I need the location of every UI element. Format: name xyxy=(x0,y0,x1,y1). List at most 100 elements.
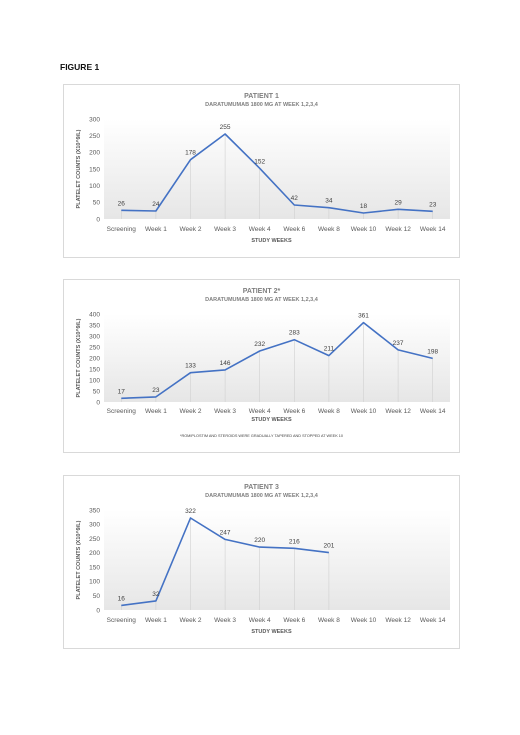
data-label: 247 xyxy=(220,529,231,536)
y-tick-label: 50 xyxy=(93,200,101,207)
x-tick-label: Week 2 xyxy=(180,408,202,415)
y-axis-title: PLATELET COUNTS (X10^9/L) xyxy=(76,318,82,397)
y-tick-label: 250 xyxy=(89,133,100,140)
chart-panel-patient-3: PATIENT 3 DARATUMUMAB 1800 MG AT WEEK 1,2… xyxy=(63,475,460,649)
chart-subtitle: DARATUMUMAB 1800 MG AT WEEK 1,2,3,4 xyxy=(205,493,319,499)
x-tick-label: Week 4 xyxy=(249,408,271,415)
data-label: 216 xyxy=(289,538,300,545)
chart-title: PATIENT 1 xyxy=(244,93,279,100)
data-label: 237 xyxy=(393,340,404,347)
data-label: 32 xyxy=(152,591,160,598)
x-tick-label: Week 1 xyxy=(145,226,167,233)
data-label: 42 xyxy=(291,195,299,202)
chart-panel-patient-2: PATIENT 2* DARATUMUMAB 1800 MG AT WEEK 1,… xyxy=(63,279,460,453)
data-label: 211 xyxy=(324,346,335,353)
chart-patient-1: PATIENT 1 DARATUMUMAB 1800 MG AT WEEK 1,2… xyxy=(76,93,450,244)
x-tick-label: Week 6 xyxy=(283,408,305,415)
x-tick-label: Week 3 xyxy=(214,226,236,233)
x-tick-label: Week 10 xyxy=(351,408,377,415)
data-label: 255 xyxy=(220,124,231,131)
y-tick-label: 0 xyxy=(96,607,100,614)
data-label: 322 xyxy=(185,508,196,515)
x-tick-label: Week 12 xyxy=(385,617,411,624)
x-tick-label: Week 4 xyxy=(249,226,271,233)
y-tick-label: 300 xyxy=(89,333,100,340)
data-label: 16 xyxy=(118,595,126,602)
data-label: 17 xyxy=(118,388,126,395)
x-tick-label: Week 6 xyxy=(283,617,305,624)
data-label: 146 xyxy=(220,360,231,367)
y-tick-label: 100 xyxy=(89,183,100,190)
data-label: 201 xyxy=(323,543,334,550)
x-tick-label: Week 6 xyxy=(283,226,305,233)
y-tick-label: 150 xyxy=(89,166,100,173)
y-tick-label: 150 xyxy=(89,366,100,373)
y-tick-label: 300 xyxy=(89,116,100,123)
y-tick-label: 150 xyxy=(89,564,100,571)
x-tick-label: Week 2 xyxy=(180,617,202,624)
y-tick-label: 200 xyxy=(89,355,100,362)
data-label: 34 xyxy=(325,198,333,205)
y-tick-label: 350 xyxy=(89,322,100,329)
chart-subtitle: DARATUMUMAB 1800 MG AT WEEK 1,2,3,4 xyxy=(205,297,319,303)
series-line xyxy=(121,321,433,400)
data-label: 178 xyxy=(185,150,196,157)
y-tick-label: 100 xyxy=(89,579,100,586)
y-tick-label: 0 xyxy=(96,399,100,406)
y-tick-label: 200 xyxy=(89,150,100,157)
y-axis-title: PLATELET COUNTS (X10^9/L) xyxy=(76,520,82,599)
x-tick-label: Week 3 xyxy=(214,408,236,415)
y-tick-label: 300 xyxy=(89,522,100,529)
y-tick-label: 50 xyxy=(93,388,101,395)
data-label: 220 xyxy=(254,537,265,544)
series-line xyxy=(121,133,433,214)
data-label: 152 xyxy=(254,158,265,165)
y-tick-label: 0 xyxy=(96,216,100,223)
y-tick-label: 250 xyxy=(89,536,100,543)
x-tick-label: Week 1 xyxy=(145,408,167,415)
data-label: 232 xyxy=(254,341,265,348)
x-tick-label: Week 14 xyxy=(420,226,446,233)
data-label: 26 xyxy=(118,200,126,207)
plot-area-background xyxy=(104,510,450,610)
plot-area-background xyxy=(104,314,450,402)
data-label: 133 xyxy=(185,363,196,370)
y-tick-label: 200 xyxy=(89,550,100,557)
x-axis-title: STUDY WEEKS xyxy=(251,629,292,635)
x-tick-label: Week 14 xyxy=(420,408,446,415)
data-label: 361 xyxy=(358,313,369,320)
x-tick-label: Week 8 xyxy=(318,408,340,415)
figure-label: FIGURE 1 xyxy=(60,62,100,72)
x-tick-label: Week 12 xyxy=(385,226,411,233)
x-tick-label: Week 4 xyxy=(249,617,271,624)
data-label: 23 xyxy=(152,387,160,394)
data-label: 23 xyxy=(429,201,437,208)
series-line xyxy=(121,517,329,607)
chart-footnote: *ROMIPLOSTIM AND STEROIDS WERE GRADUALLY… xyxy=(180,434,343,438)
y-tick-label: 250 xyxy=(89,344,100,351)
x-tick-label: Screening xyxy=(107,408,137,415)
x-tick-label: Week 8 xyxy=(318,617,340,624)
y-tick-label: 400 xyxy=(89,311,100,318)
chart-patient-3: PATIENT 3 DARATUMUMAB 1800 MG AT WEEK 1,2… xyxy=(76,484,450,635)
x-tick-label: Screening xyxy=(107,226,137,233)
y-tick-label: 350 xyxy=(89,507,100,514)
chart-panel-patient-1: PATIENT 1 DARATUMUMAB 1800 MG AT WEEK 1,2… xyxy=(63,84,460,258)
data-label: 283 xyxy=(289,330,300,337)
chart-title: PATIENT 2* xyxy=(243,288,281,295)
x-tick-label: Week 14 xyxy=(420,617,446,624)
x-tick-label: Week 10 xyxy=(351,617,377,624)
x-tick-label: Week 3 xyxy=(214,617,236,624)
data-label: 29 xyxy=(394,199,402,206)
x-tick-label: Week 12 xyxy=(385,408,411,415)
x-tick-label: Week 10 xyxy=(351,226,377,233)
data-label: 24 xyxy=(152,201,160,208)
x-axis-title: STUDY WEEKS xyxy=(251,417,292,423)
data-label: 18 xyxy=(360,203,368,210)
chart-title: PATIENT 3 xyxy=(244,484,279,491)
x-tick-label: Week 2 xyxy=(180,226,202,233)
y-tick-label: 50 xyxy=(93,593,101,600)
x-axis-title: STUDY WEEKS xyxy=(251,238,292,244)
x-tick-label: Week 8 xyxy=(318,226,340,233)
data-label: 198 xyxy=(427,348,438,355)
